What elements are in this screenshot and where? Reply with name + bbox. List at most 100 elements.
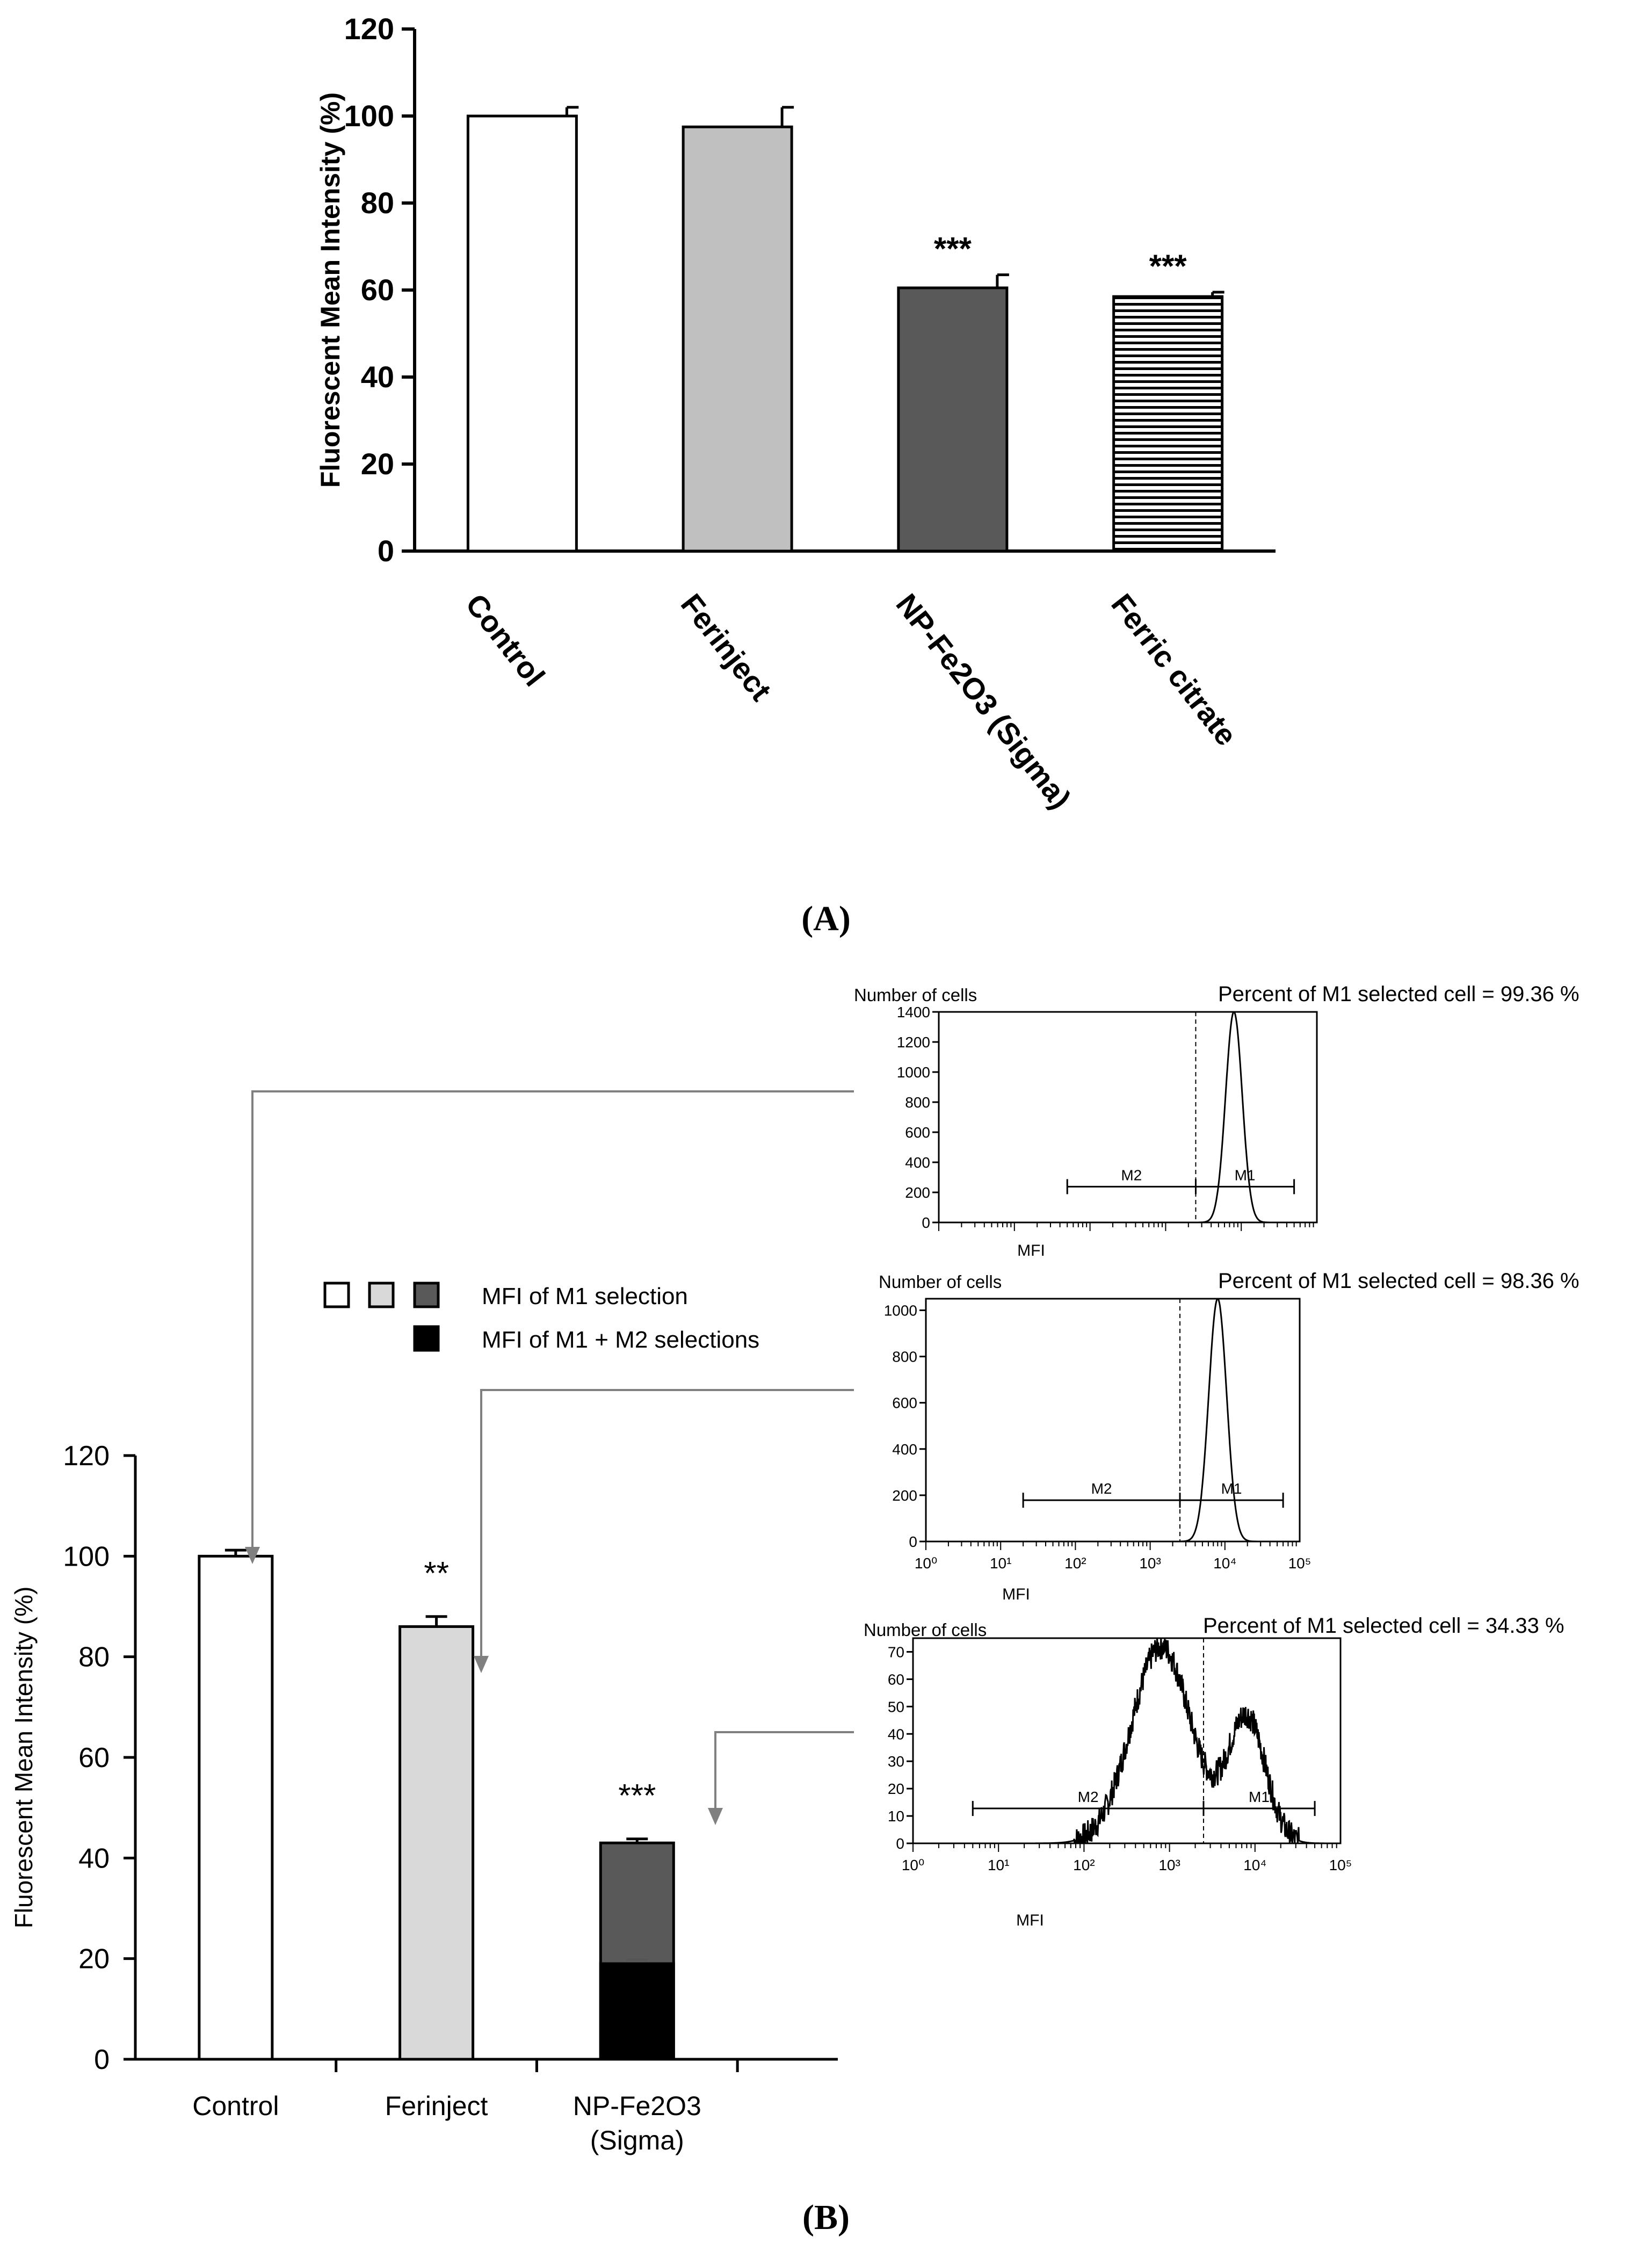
bar-ferinject: [398, 1625, 475, 2061]
y-tick-label: 60: [361, 273, 394, 307]
legend-swatch-light-gray: [368, 1282, 395, 1308]
legend-swatch-dark-gray: [413, 1282, 440, 1308]
histogram-y-tick-label: 0: [909, 1533, 917, 1550]
histogram-frame: [912, 1637, 1342, 1844]
histogram-y-tick-label: 600: [892, 1395, 917, 1412]
y-axis-title: Fluorescent Mean Intensity (%): [315, 92, 345, 488]
arrowhead-np-fe2o3: [708, 1808, 723, 1825]
y-tick-label: 40: [78, 1843, 110, 1874]
histogram-x-tick-label: 10⁰: [915, 1555, 937, 1572]
histogram-y-tick-label: 70: [888, 1644, 904, 1660]
y-tick-label: 40: [361, 360, 394, 394]
histogram-frame: [938, 1011, 1318, 1224]
histogram-curve: [913, 1638, 1341, 1844]
histogram-y-tick-label: 200: [892, 1487, 917, 1504]
connector-ferinject: [480, 1389, 854, 1657]
histogram-y-tick-label: 200: [905, 1184, 930, 1201]
histogram-y-tick-label: 600: [905, 1124, 930, 1141]
histogram-y-tick-label: 20: [888, 1780, 904, 1797]
y-tick-label: 120: [63, 1441, 110, 1472]
significance-np-fe2o3-sigma: ***: [618, 1778, 656, 1814]
y-tick-label: 100: [63, 1541, 110, 1572]
panel-label-a: (A): [801, 899, 851, 938]
y-tick-label: 0: [378, 534, 394, 568]
y-tick-label: 120: [344, 12, 394, 46]
x-tick-label-ferinject: Ferinject: [385, 2091, 488, 2121]
histogram-ferinject: Number of cells Percent of M1 selected ce…: [879, 1269, 1579, 1603]
y-tick-label: 20: [78, 1944, 110, 1975]
histogram-y-tick-label: 40: [888, 1726, 904, 1742]
y-tick-label: 60: [78, 1742, 110, 1774]
histogram-x-tick-label: 10³: [1158, 1857, 1180, 1873]
histogram-y-tick-label: 0: [896, 1835, 904, 1852]
histogram-control: Number of cells Percent of M1 selected ce…: [854, 982, 1579, 1260]
connector-arrowheads: [245, 1547, 723, 1825]
histogram-y-tick-label: 10: [888, 1808, 904, 1825]
bar-np-fe2o3-sigma-m1-m2: [599, 1962, 675, 2061]
histogram-x-tick-label: 10⁴: [1243, 1857, 1266, 1873]
histogram-y-tick-label: 50: [888, 1698, 904, 1715]
connectors: [251, 1090, 854, 1809]
significance-np-fe2o3-sigma: ***: [934, 231, 972, 267]
bar-ferric-citrate: [1112, 295, 1224, 553]
histogram-y-tick-label: 800: [892, 1349, 917, 1365]
bar-control: [466, 114, 578, 553]
histogram-x-tick-label: 10²: [1064, 1555, 1086, 1572]
histogram-x-tick-label: 10²: [1073, 1857, 1095, 1873]
legend-label-m1: MFI of M1 selection: [482, 1283, 688, 1309]
histogram-y-tick-label: 60: [888, 1671, 904, 1688]
histogram-np-fe2o3: Number of cells Percent of M1 selected ce…: [864, 1614, 1564, 1929]
gate-label-m1: M1: [1249, 1789, 1270, 1805]
arrowhead-control: [245, 1547, 260, 1564]
gate-label-m2: M2: [1091, 1480, 1112, 1497]
histogram-annotation: Percent of M1 selected cell = 98.36 %: [1218, 1269, 1579, 1293]
histogram-x-tick-label: 10¹: [988, 1857, 1009, 1873]
panel-label-b: (B): [802, 2198, 850, 2237]
arrowhead-ferinject: [474, 1656, 489, 1673]
histogram-y-tick-label: 0: [922, 1214, 930, 1231]
histogram-y-title: Number of cells: [879, 1272, 1002, 1292]
histogram-annotation: Percent of M1 selected cell = 99.36 %: [1218, 982, 1579, 1006]
x-tick-label-control: Control: [459, 588, 552, 693]
histogram-frame: [925, 1298, 1301, 1543]
significance-ferinject: **: [424, 1555, 449, 1591]
histogram-y-tick-label: 1000: [897, 1064, 930, 1081]
chart-b: 0 20 40 60 80 100 120 Fluorescent Mean Intensit…: [10, 1441, 838, 2155]
x-tick-label-np-fe2o3-sigma: NP-Fe2O3 (Sigma): [889, 588, 1077, 815]
legend-swatch-black: [413, 1325, 440, 1352]
histogram-x-tick-label: 10⁴: [1213, 1555, 1236, 1572]
histogram-y-tick-label: 400: [892, 1441, 917, 1458]
y-axis-title: Fluorescent Mean Intensity (%): [10, 1587, 38, 1929]
y-tick-label: 20: [361, 447, 394, 481]
x-tick-label-ferinject: Ferinject: [675, 588, 778, 707]
histogram-y-tick-label: 800: [905, 1094, 930, 1111]
histogram-y-tick-label: 1200: [897, 1034, 930, 1051]
histogram-x-title: MFI: [1002, 1586, 1030, 1603]
histogram-x-tick-label: 10³: [1139, 1555, 1161, 1572]
bar-control: [198, 1554, 274, 2061]
gate-label-m1: M1: [1235, 1167, 1256, 1183]
histogram-annotation: Percent of M1 selected cell = 34.33 %: [1203, 1614, 1564, 1638]
histogram-y-title: Number of cells: [864, 1620, 987, 1640]
connector-control: [251, 1090, 854, 1548]
histogram-y-tick-label: 1400: [897, 1004, 930, 1020]
x-tick-label-control: Control: [192, 2091, 279, 2121]
y-tick-label: 0: [94, 2044, 110, 2075]
histogram-y-tick-label: 1000: [884, 1302, 917, 1319]
gate-label-m2: M2: [1121, 1167, 1142, 1183]
legend-swatch-white: [323, 1282, 350, 1308]
connector-np-fe2o3: [714, 1731, 854, 1809]
bar-np-fe2o3-sigma: [897, 286, 1009, 553]
histogram-y-title: Number of cells: [854, 985, 977, 1005]
histogram-x-title: MFI: [1016, 1912, 1044, 1929]
x-tick-label-np-fe2o3-sigma-line2: (Sigma): [590, 2125, 684, 2155]
legend: MFI of M1 selection MFI of M1 + M2 selec…: [323, 1282, 759, 1353]
histogram-x-tick-label: 10⁰: [902, 1857, 924, 1873]
y-tick-label: 80: [78, 1642, 110, 1673]
histogram-x-tick-label: 10⁵: [1329, 1857, 1352, 1873]
x-tick-label-ferric-citrate: Ferric citrate: [1105, 588, 1244, 752]
bar-ferinject: [682, 125, 793, 553]
y-tick-label: 80: [361, 186, 394, 220]
histogram-y-tick-label: 30: [888, 1753, 904, 1770]
